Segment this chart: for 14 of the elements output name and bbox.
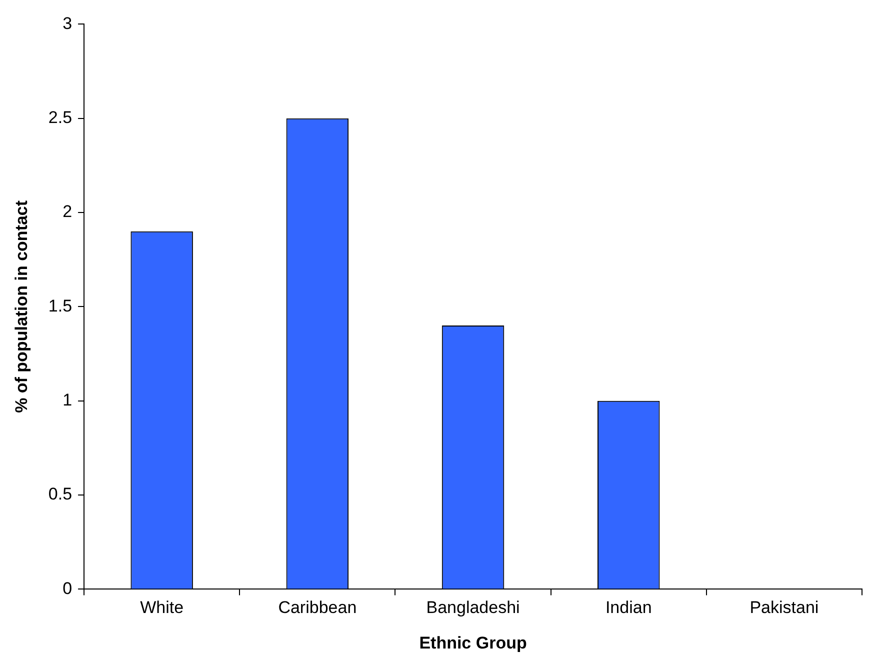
x-tick-label: Indian [605,598,652,618]
x-tick-label: Caribbean [278,598,357,618]
y-tick-label: 3 [62,14,72,33]
y-tick-label: 2 [62,202,72,222]
x-tick-label: White [140,598,184,618]
y-tick-label: 2.5 [48,108,72,128]
y-tick-label: 0 [62,578,72,598]
y-tick-label: 1.5 [48,296,72,316]
x-tick-label: Bangladeshi [426,598,520,618]
x-axis-title: Ethnic Group [419,633,527,652]
y-axis-title: % of population in contact [12,200,31,413]
y-tick-label: 0.5 [48,484,72,504]
y-tick-label: 1 [62,390,72,410]
x-tick-label: Pakistani [750,598,819,618]
